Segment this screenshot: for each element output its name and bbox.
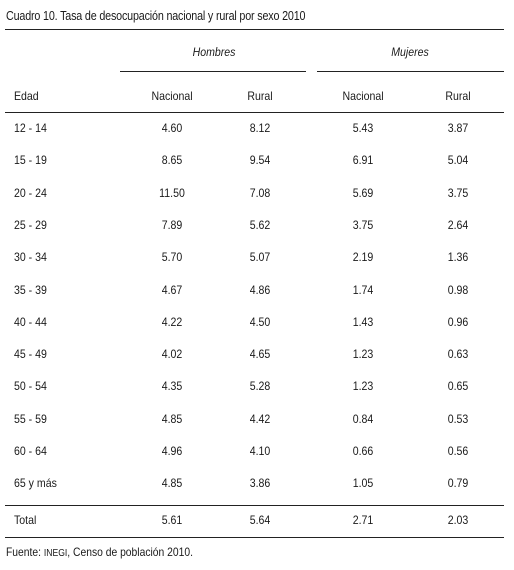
column-header-mujeres-rural: Rural <box>445 89 471 103</box>
row-mujeres-nacional: 2.19 <box>352 250 374 264</box>
row-mujeres-rural: 3.87 <box>447 121 469 135</box>
total-label: Total <box>14 513 37 527</box>
column-header-mujeres-nacional: Nacional <box>342 89 384 103</box>
row-mujeres-rural: 0.98 <box>447 283 469 297</box>
row-mujeres-nacional: 1.43 <box>352 315 374 329</box>
row-mujeres-rural: 0.96 <box>447 315 469 329</box>
row-hombres-rural: 3.86 <box>249 476 271 490</box>
row-hombres-nacional: 7.89 <box>161 218 183 232</box>
source-rest: , Censo de población 2010. <box>67 545 193 559</box>
row-mujeres-nacional: 0.66 <box>352 444 374 458</box>
row-mujeres-rural: 1.36 <box>447 250 469 264</box>
row-hombres-rural: 8.12 <box>249 121 271 135</box>
total-rule <box>5 505 504 506</box>
column-header-hombres-rural: Rural <box>247 89 273 103</box>
row-mujeres-rural: 0.56 <box>447 444 469 458</box>
row-hombres-nacional: 5.70 <box>161 250 183 264</box>
row-hombres-nacional: 4.67 <box>161 283 183 297</box>
row-hombres-nacional: 11.50 <box>159 186 185 200</box>
row-mujeres-rural: 0.53 <box>447 412 469 426</box>
row-mujeres-rural: 3.75 <box>447 186 469 200</box>
row-mujeres-nacional: 6.91 <box>352 153 374 167</box>
row-edad: 60 - 64 <box>14 444 47 458</box>
row-edad: 55 - 59 <box>14 412 47 426</box>
source-prefix: Fuente: <box>6 545 44 559</box>
row-hombres-nacional: 4.85 <box>161 412 183 426</box>
row-hombres-rural: 5.07 <box>249 250 271 264</box>
mujeres-group-rule <box>317 71 504 72</box>
row-hombres-nacional: 4.85 <box>161 476 183 490</box>
row-hombres-nacional: 4.96 <box>161 444 183 458</box>
table-title: Cuadro 10. Tasa de desocupación nacional… <box>6 9 306 23</box>
group-header-mujeres: Mujeres <box>391 45 429 59</box>
row-edad: 40 - 44 <box>14 315 47 329</box>
total-mujeres-rural: 2.03 <box>447 513 469 527</box>
row-mujeres-rural: 2.64 <box>447 218 469 232</box>
row-hombres-nacional: 4.35 <box>161 379 183 393</box>
row-edad: 12 - 14 <box>14 121 47 135</box>
row-mujeres-nacional: 1.23 <box>352 347 374 361</box>
row-hombres-rural: 9.54 <box>249 153 271 167</box>
row-edad: 50 - 54 <box>14 379 47 393</box>
row-hombres-nacional: 4.60 <box>161 121 183 135</box>
row-mujeres-nacional: 5.69 <box>352 186 374 200</box>
row-hombres-rural: 4.42 <box>249 412 271 426</box>
total-mujeres-nacional: 2.71 <box>352 513 374 527</box>
row-edad: 15 - 19 <box>14 153 47 167</box>
row-edad: 35 - 39 <box>14 283 47 297</box>
bottom-rule <box>5 537 504 538</box>
row-hombres-rural: 5.28 <box>249 379 271 393</box>
row-mujeres-rural: 0.79 <box>447 476 469 490</box>
row-edad: 25 - 29 <box>14 218 47 232</box>
column-header-hombres-nacional: Nacional <box>151 89 193 103</box>
row-hombres-rural: 4.50 <box>249 315 271 329</box>
row-mujeres-rural: 5.04 <box>447 153 469 167</box>
group-header-hombres: Hombres <box>192 45 236 59</box>
row-mujeres-nacional: 5.43 <box>352 121 374 135</box>
row-hombres-rural: 7.08 <box>249 186 271 200</box>
row-edad: 30 - 34 <box>14 250 47 264</box>
header-rule <box>5 112 504 113</box>
row-mujeres-nacional: 1.23 <box>352 379 374 393</box>
total-hombres-rural: 5.64 <box>249 513 271 527</box>
row-hombres-nacional: 4.22 <box>161 315 183 329</box>
row-mujeres-nacional: 1.05 <box>352 476 374 490</box>
row-mujeres-rural: 0.63 <box>447 347 469 361</box>
row-edad: 20 - 24 <box>14 186 47 200</box>
row-mujeres-nacional: 0.84 <box>352 412 374 426</box>
row-mujeres-nacional: 1.74 <box>352 283 374 297</box>
row-mujeres-nacional: 3.75 <box>352 218 374 232</box>
source-note: Fuente: INEGI, Censo de población 2010. <box>6 545 193 559</box>
row-hombres-rural: 5.62 <box>249 218 271 232</box>
row-mujeres-rural: 0.65 <box>447 379 469 393</box>
row-hombres-rural: 4.86 <box>249 283 271 297</box>
row-hombres-rural: 4.10 <box>249 444 271 458</box>
column-header-edad: Edad <box>14 89 39 103</box>
hombres-group-rule <box>120 71 306 72</box>
row-hombres-rural: 4.65 <box>249 347 271 361</box>
row-hombres-nacional: 4.02 <box>161 347 183 361</box>
total-hombres-nacional: 5.61 <box>161 513 183 527</box>
top-rule <box>5 29 504 30</box>
row-hombres-nacional: 8.65 <box>161 153 183 167</box>
row-edad: 65 y más <box>14 476 57 490</box>
source-org: INEGI <box>43 548 68 559</box>
row-edad: 45 - 49 <box>14 347 47 361</box>
